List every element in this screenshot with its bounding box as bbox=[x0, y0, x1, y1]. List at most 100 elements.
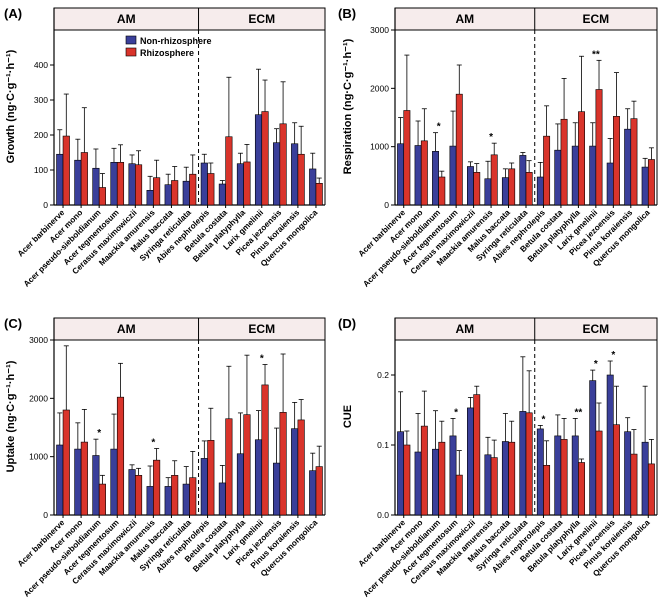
bar-rhizosphere bbox=[473, 394, 481, 516]
bar-non-rhizosphere bbox=[536, 176, 544, 206]
bar-non-rhizosphere bbox=[309, 168, 317, 206]
bar-rhizosphere bbox=[153, 177, 161, 206]
bar-non-rhizosphere bbox=[200, 458, 208, 516]
bar-non-rhizosphere bbox=[236, 453, 244, 516]
bar-rhizosphere bbox=[403, 444, 411, 516]
bar-non-rhizosphere bbox=[218, 482, 226, 516]
bar-non-rhizosphere bbox=[273, 462, 281, 516]
bar-non-rhizosphere bbox=[92, 455, 100, 516]
significance-mark: * bbox=[594, 359, 598, 370]
bar-rhizosphere bbox=[315, 466, 323, 516]
bar-non-rhizosphere bbox=[128, 469, 136, 516]
bar-rhizosphere bbox=[578, 462, 585, 516]
y-tick-label: 400 bbox=[34, 60, 48, 70]
bar-non-rhizosphere bbox=[606, 374, 614, 516]
panel-label: (D) bbox=[338, 316, 356, 331]
y-tick-label: 0 bbox=[43, 510, 48, 520]
bar-non-rhizosphere bbox=[218, 183, 226, 206]
bar-non-rhizosphere bbox=[449, 145, 457, 206]
bar-rhizosphere bbox=[420, 425, 428, 516]
panel-label: (A) bbox=[4, 6, 22, 21]
bar-non-rhizosphere bbox=[536, 428, 544, 516]
bar-non-rhizosphere bbox=[449, 435, 457, 516]
y-tick-label: 300 bbox=[34, 95, 48, 105]
bar-non-rhizosphere bbox=[571, 435, 579, 516]
legend-swatch-rhizosphere bbox=[125, 47, 137, 57]
bar-non-rhizosphere bbox=[484, 178, 492, 206]
bar-rhizosphere bbox=[189, 173, 197, 206]
bar-rhizosphere bbox=[153, 459, 161, 516]
bar-non-rhizosphere bbox=[397, 143, 405, 206]
bar-rhizosphere bbox=[438, 441, 446, 516]
bar-rhizosphere bbox=[207, 440, 215, 516]
bar-rhizosphere bbox=[98, 483, 106, 516]
x-tick-label: Acer pseudo-sieboldianum bbox=[22, 518, 103, 599]
bar-rhizosphere bbox=[595, 89, 603, 206]
bar-rhizosphere bbox=[525, 412, 533, 516]
group-label-am: AM bbox=[456, 12, 475, 26]
panel-1: (B) AM ECM 0 1000 2000 3000 Respiration (ng·C·g… bbox=[338, 6, 658, 289]
y-tick-label: 3000 bbox=[370, 25, 389, 35]
bar-rhizosphere bbox=[171, 180, 179, 206]
group-header bbox=[394, 317, 658, 341]
panel-label: (C) bbox=[4, 316, 22, 331]
bar-non-rhizosphere bbox=[254, 439, 263, 516]
bar-rhizosphere bbox=[261, 384, 269, 516]
bar-non-rhizosphere bbox=[554, 435, 562, 516]
significance-mark: * bbox=[542, 414, 546, 425]
bar-non-rhizosphere bbox=[182, 483, 190, 516]
bar-non-rhizosphere bbox=[397, 431, 405, 516]
bar-non-rhizosphere bbox=[467, 407, 474, 516]
bar-non-rhizosphere bbox=[414, 145, 422, 206]
bar-rhizosphere bbox=[116, 396, 125, 516]
bar-non-rhizosphere bbox=[291, 428, 299, 516]
bar-rhizosphere bbox=[261, 111, 269, 206]
bar-non-rhizosphere bbox=[164, 486, 172, 516]
bar-rhizosphere bbox=[279, 412, 287, 516]
bar-rhizosphere bbox=[297, 153, 305, 206]
bar-rhizosphere bbox=[297, 419, 305, 516]
bar-rhizosphere bbox=[135, 475, 143, 516]
bar-rhizosphere bbox=[543, 135, 551, 206]
legend-label-non-rhizosphere: Non-rhizosphere bbox=[140, 36, 212, 46]
bar-rhizosphere bbox=[62, 135, 70, 206]
panel-2: (C) AM ECM 0 1000 2000 3000 Uptake (ng·C·g⁻¹·h⁻… bbox=[4, 316, 326, 599]
bar-rhizosphere bbox=[647, 463, 655, 516]
bar-rhizosphere bbox=[207, 173, 215, 206]
y-axis-title: CUE bbox=[342, 405, 354, 428]
bar-non-rhizosphere bbox=[200, 162, 208, 206]
bar-rhizosphere bbox=[630, 118, 638, 206]
panel-0: (A) AM ECM 0 100 200 300 400 Growth (ng·C·g⁻¹·h⁻… bbox=[4, 6, 326, 289]
y-tick-label: 0.1 bbox=[377, 440, 389, 450]
bar-rhizosphere bbox=[490, 457, 498, 516]
significance-mark: * bbox=[489, 132, 493, 143]
y-tick-label: 1000 bbox=[29, 452, 48, 462]
bar-non-rhizosphere bbox=[589, 145, 597, 206]
significance-mark: * bbox=[97, 428, 101, 439]
bar-non-rhizosphere bbox=[571, 145, 579, 206]
group-label-ecm: ECM bbox=[583, 322, 610, 336]
bar-non-rhizosphere bbox=[467, 166, 474, 206]
bar-rhizosphere bbox=[135, 164, 143, 206]
bar-rhizosphere bbox=[243, 414, 251, 516]
y-tick-label: 2000 bbox=[370, 83, 389, 93]
significance-mark: ** bbox=[575, 407, 583, 418]
bar-non-rhizosphere bbox=[519, 411, 527, 516]
group-label-am: AM bbox=[117, 12, 136, 26]
bar-non-rhizosphere bbox=[484, 454, 492, 516]
bar-rhizosphere bbox=[279, 123, 287, 206]
bar-rhizosphere bbox=[438, 176, 446, 206]
bar-non-rhizosphere bbox=[236, 163, 244, 206]
bar-rhizosphere bbox=[560, 118, 568, 206]
bar-rhizosphere bbox=[595, 430, 603, 516]
group-header bbox=[394, 7, 658, 31]
significance-mark: * bbox=[454, 407, 458, 418]
bar-non-rhizosphere bbox=[641, 166, 649, 206]
bar-rhizosphere bbox=[80, 441, 88, 516]
bar-rhizosphere bbox=[455, 93, 463, 206]
bar-rhizosphere bbox=[543, 464, 551, 516]
significance-mark: ** bbox=[592, 49, 600, 60]
group-header bbox=[53, 317, 326, 341]
group-label-ecm: ECM bbox=[248, 12, 275, 26]
